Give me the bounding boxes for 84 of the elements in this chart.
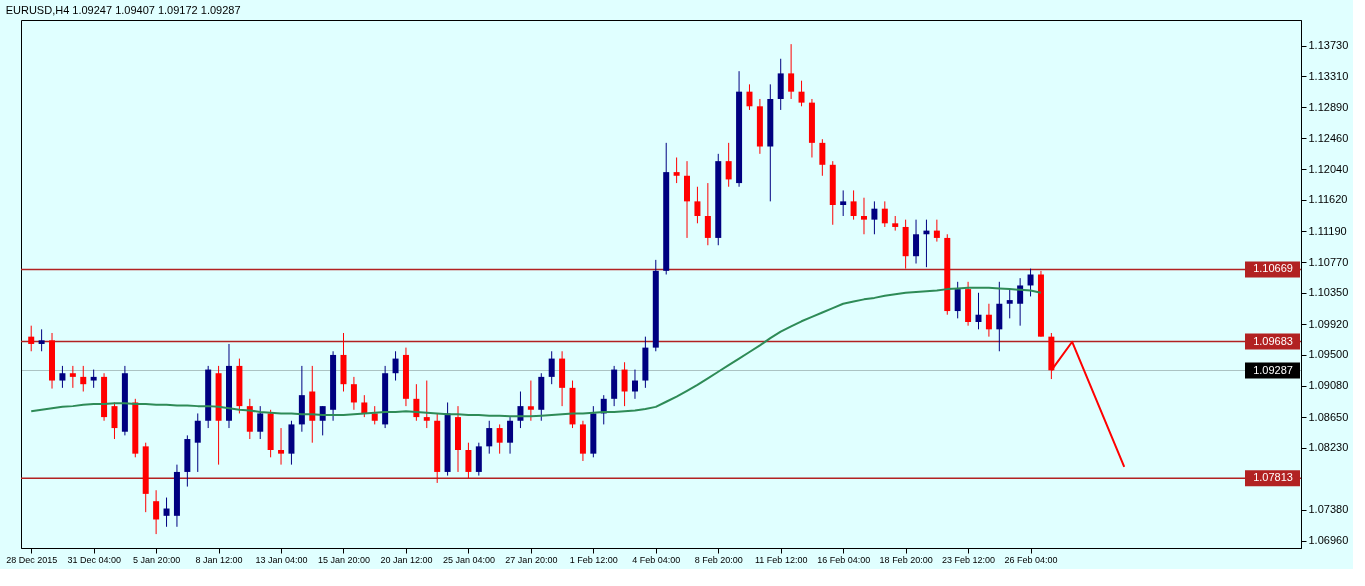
y-tick-label: 1.13730 (1308, 39, 1349, 52)
candlestick (486, 420, 493, 455)
x-tick-label: 11 Feb 12:00 (755, 554, 808, 565)
candlestick (111, 401, 118, 440)
y-tick-label: 1.12890 (1308, 100, 1349, 113)
candlestick (278, 427, 285, 466)
x-tick-label: 15 Jan 20:00 (317, 554, 371, 565)
y-tick-label: 1.08230 (1308, 441, 1349, 454)
candlestick (704, 182, 711, 246)
candlestick (975, 292, 982, 330)
x-tick-label: 31 Dec 04:00 (67, 554, 121, 565)
candlestick (788, 43, 795, 100)
candlestick (1027, 268, 1034, 297)
y-tick-label: 1.12460 (1308, 131, 1349, 144)
candlestick (153, 489, 160, 535)
y-tick-label: 1.13310 (1308, 69, 1349, 82)
candlestick (840, 189, 847, 217)
ref-line-label: 1.09287 (1253, 363, 1293, 376)
candlestick (1006, 288, 1013, 319)
y-tick-label: 1.07380 (1308, 503, 1349, 516)
x-tick-label: 20 Jan 12:00 (380, 554, 433, 565)
candlestick (257, 405, 264, 440)
x-tick-label: 8 Feb 20:00 (694, 554, 743, 565)
y-tick-label: 1.08650 (1308, 410, 1349, 423)
candlestick (694, 186, 701, 224)
y-tick-label: 1.12040 (1308, 162, 1349, 175)
x-tick-label: 25 Jan 04:00 (442, 554, 495, 565)
ref-line-label: 1.09683 (1253, 334, 1293, 347)
candlestick (819, 138, 826, 177)
candlestick (871, 200, 878, 235)
y-tick-label: 1.06960 (1308, 534, 1349, 547)
candlestick (90, 369, 97, 389)
candlestick (985, 303, 992, 338)
y-tick-label: 1.09500 (1308, 348, 1349, 361)
candlestick (507, 416, 514, 455)
candlestick (350, 376, 357, 411)
y-tick-label: 1.10770 (1308, 255, 1349, 268)
candlestick (423, 380, 430, 429)
x-tick-label: 18 Feb 20:00 (879, 554, 933, 565)
candlestick (371, 405, 378, 425)
candlestick (38, 328, 45, 352)
y-tick-label: 1.11620 (1308, 193, 1348, 206)
x-tick-label: 16 Feb 04:00 (817, 554, 871, 565)
candlestick (913, 219, 920, 265)
x-tick-label: 27 Jan 20:00 (505, 554, 558, 565)
candlestick (194, 412, 201, 473)
candlestick (69, 365, 76, 389)
candlestick (631, 369, 638, 400)
candlestick (621, 361, 628, 407)
x-tick-label: 23 Feb 12:00 (942, 554, 996, 565)
candlestick (361, 394, 368, 418)
candlestick (59, 365, 66, 389)
y-tick-label: 1.10350 (1308, 286, 1349, 299)
x-tick-label: 8 Jan 12:00 (195, 554, 243, 565)
ref-line-label: 1.07813 (1253, 471, 1293, 484)
candlestick (881, 200, 888, 228)
candlestick (673, 156, 680, 184)
candlestick (798, 80, 805, 107)
candlestick (392, 350, 399, 382)
y-tick-label: 1.09080 (1308, 379, 1349, 392)
candlestick (850, 189, 857, 221)
candlestick (746, 83, 753, 111)
candlestick (496, 423, 503, 455)
y-tick-label: 1.11190 (1308, 224, 1347, 237)
x-tick-label: 13 Jan 04:00 (255, 554, 308, 565)
candlestick (28, 325, 35, 352)
x-tick-label: 1 Feb 12:00 (569, 554, 618, 565)
candlestick (1017, 277, 1024, 327)
candlestick (80, 365, 87, 392)
candlestick (548, 350, 555, 385)
ref-line-label: 1.10669 (1253, 262, 1293, 275)
candlestick (465, 442, 472, 480)
candlestick (163, 497, 170, 528)
candlestick (954, 281, 961, 319)
candlestick (725, 142, 732, 188)
y-tick-label: 1.09920 (1308, 317, 1349, 330)
candlestick (860, 197, 867, 235)
candlestick (527, 380, 534, 422)
x-tick-label: 26 Feb 04:00 (1004, 554, 1058, 565)
candlestick (933, 219, 940, 243)
chart-title: EURUSD,H4 1.09247 1.09407 1.09172 1.09287 (5, 4, 241, 16)
x-tick-label: 5 Jan 20:00 (133, 554, 181, 565)
x-tick-label: 28 Dec 2015 (6, 554, 58, 565)
x-tick-label: 4 Feb 04:00 (632, 554, 681, 565)
